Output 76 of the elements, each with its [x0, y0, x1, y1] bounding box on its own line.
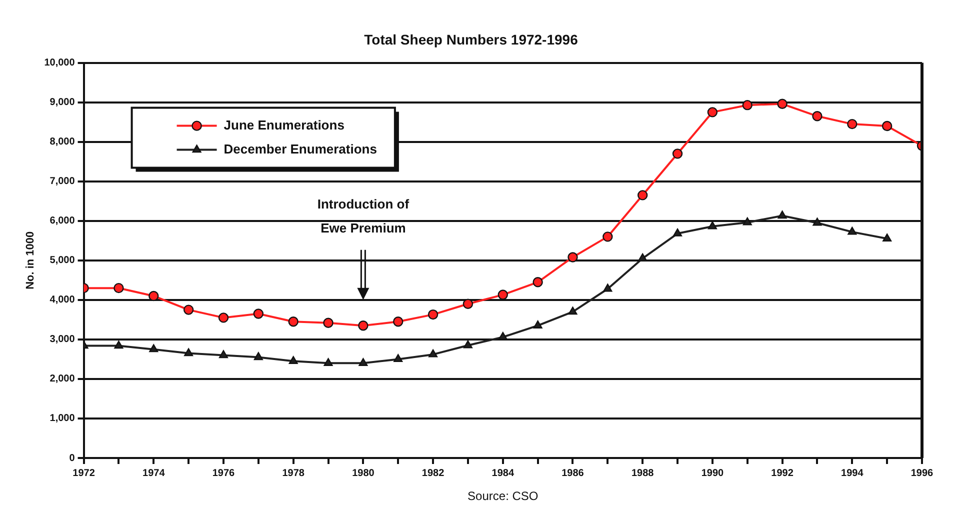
x-tick-label: 1984 [492, 468, 514, 479]
point [533, 320, 542, 328]
y-tick-label: 2,000 [50, 374, 76, 385]
y-tick-label: 1,000 [50, 413, 76, 424]
y-tick-label: 9,000 [50, 97, 76, 108]
y-tick-label: 0 [69, 452, 76, 464]
x-tick-label: 1988 [631, 468, 654, 479]
point [358, 358, 368, 366]
legend-label: June Enumerations [224, 117, 344, 132]
point [638, 253, 648, 262]
point [114, 282, 124, 294]
point [707, 107, 718, 118]
x-tick-label: 1994 [841, 468, 864, 479]
point [324, 358, 333, 366]
point [462, 298, 474, 309]
x-tick-label: 1974 [142, 468, 166, 479]
point [149, 344, 158, 352]
point [114, 340, 124, 349]
point [463, 340, 472, 348]
annotation: Introduction of Ewe Premium [317, 196, 410, 236]
x-tick-label: 1982 [422, 468, 445, 479]
point [254, 352, 263, 360]
point [568, 306, 578, 315]
y-tick-label: 4,000 [50, 294, 76, 306]
y-tick-label: 6,000 [50, 216, 76, 227]
point [812, 218, 822, 226]
point [498, 332, 508, 340]
point [812, 111, 822, 122]
point [778, 210, 787, 219]
legend-label: December Enumerations [224, 141, 377, 156]
x-tick-label: 1996 [910, 468, 934, 479]
source-note: Source: CSO [468, 489, 538, 503]
point [498, 290, 508, 300]
y-axis-title: No. in 1000 [24, 231, 37, 290]
point [637, 190, 648, 200]
point [882, 234, 892, 242]
point [708, 221, 717, 230]
x-tick-label: 1976 [212, 468, 236, 479]
point [848, 226, 857, 235]
point [672, 148, 683, 159]
point [288, 316, 298, 327]
x-tick-label: 1986 [562, 468, 584, 479]
point [218, 350, 228, 358]
point [218, 312, 229, 323]
point [602, 232, 613, 242]
point [882, 120, 892, 132]
y-tick-label: 10,000 [44, 58, 76, 69]
x-tick-label: 1972 [72, 468, 96, 479]
x-tick-label: 1978 [282, 468, 305, 479]
point [358, 320, 368, 331]
x-tick-label: 1980 [352, 468, 375, 479]
point [428, 349, 438, 358]
y-tick-label: 8,000 [50, 136, 76, 148]
point [847, 118, 858, 130]
point [394, 354, 403, 362]
point [742, 217, 752, 226]
point [568, 252, 578, 262]
y-tick-label: 5,000 [50, 255, 76, 266]
point [673, 228, 682, 236]
point [393, 316, 404, 327]
y-tick-label: 3,000 [50, 334, 76, 346]
x-tick-label: 1992 [771, 468, 794, 479]
point [428, 309, 438, 320]
point [323, 318, 334, 328]
point [777, 98, 788, 109]
point [183, 304, 194, 315]
x-tick-label: 1990 [701, 468, 724, 479]
point [253, 308, 264, 319]
y-tick-label: 7,000 [50, 176, 76, 188]
point [148, 290, 159, 302]
point [742, 100, 752, 110]
point [532, 277, 543, 288]
point [603, 284, 612, 292]
point [288, 356, 298, 364]
point [184, 348, 194, 356]
chart-title: Total Sheep Numbers 1972-1996 [364, 31, 578, 48]
